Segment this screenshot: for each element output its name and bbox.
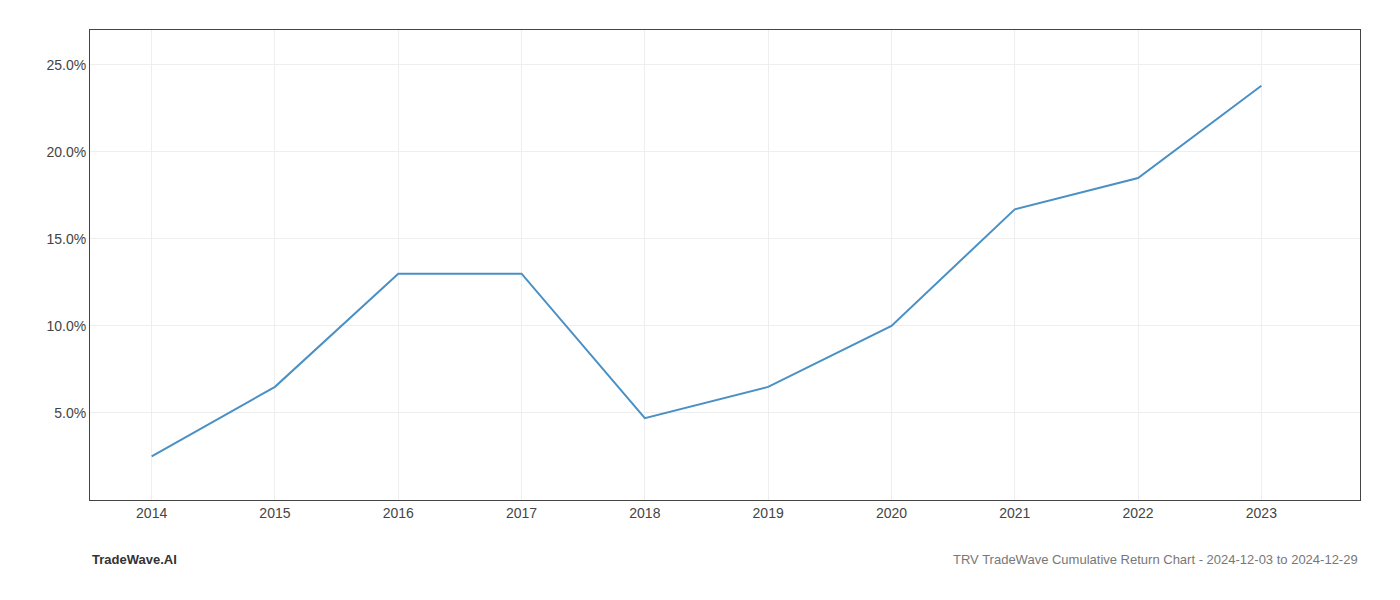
svg-text:2021: 2021 bbox=[999, 505, 1030, 521]
svg-text:15.0%: 15.0% bbox=[46, 231, 86, 247]
svg-text:TradeWave.AI: TradeWave.AI bbox=[92, 552, 177, 567]
svg-text:20.0%: 20.0% bbox=[46, 144, 86, 160]
svg-text:25.0%: 25.0% bbox=[46, 57, 86, 73]
svg-text:2017: 2017 bbox=[506, 505, 537, 521]
svg-text:10.0%: 10.0% bbox=[46, 318, 86, 334]
svg-text:2020: 2020 bbox=[876, 505, 907, 521]
svg-text:2019: 2019 bbox=[753, 505, 784, 521]
svg-text:2016: 2016 bbox=[383, 505, 414, 521]
svg-text:2015: 2015 bbox=[259, 505, 290, 521]
svg-text:TRV TradeWave Cumulative Retur: TRV TradeWave Cumulative Return Chart - … bbox=[953, 552, 1358, 567]
svg-text:5.0%: 5.0% bbox=[54, 405, 86, 421]
svg-text:2022: 2022 bbox=[1122, 505, 1153, 521]
svg-text:2014: 2014 bbox=[136, 505, 167, 521]
svg-text:2018: 2018 bbox=[629, 505, 660, 521]
svg-text:2023: 2023 bbox=[1246, 505, 1277, 521]
